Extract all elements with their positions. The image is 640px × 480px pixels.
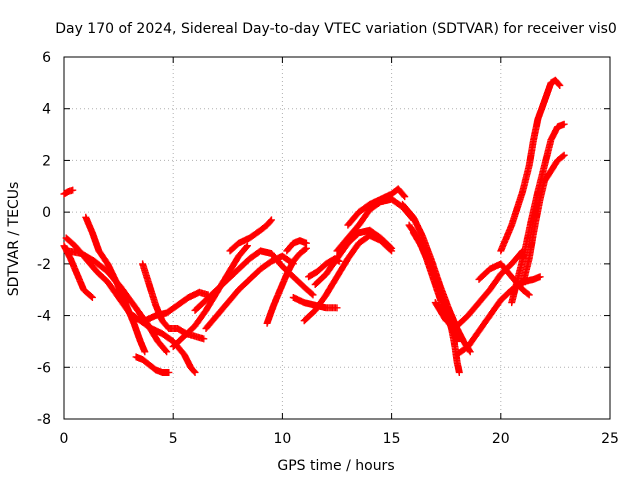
marker-track bbox=[64, 247, 171, 356]
marker-track bbox=[130, 288, 212, 325]
x-tick-label: 20 bbox=[492, 431, 510, 447]
series-track-28 bbox=[508, 120, 568, 307]
gridlines bbox=[64, 57, 610, 419]
data-markers bbox=[60, 76, 568, 376]
y-tick-label: -6 bbox=[37, 360, 51, 376]
x-axis-label: GPS time / hours bbox=[277, 458, 394, 474]
series-track-8 bbox=[130, 288, 212, 325]
y-tick-label: -8 bbox=[37, 412, 51, 428]
series-track-14 bbox=[283, 237, 310, 255]
marker-track bbox=[519, 151, 568, 288]
series-track-6 bbox=[132, 353, 173, 376]
series-track-20 bbox=[344, 185, 409, 229]
x-tick-label: 25 bbox=[601, 431, 619, 447]
y-axis-label: SDTVAR / TECUs bbox=[6, 182, 22, 297]
series-track-1 bbox=[60, 186, 77, 198]
marker-track bbox=[202, 252, 297, 332]
marker-track bbox=[139, 260, 208, 343]
x-tick-label: 5 bbox=[169, 431, 178, 447]
series-track-18 bbox=[311, 226, 396, 288]
axis-ticks: 0 5 10 15 20 25 -8 -6 -4 -2 0 2 4 6 bbox=[37, 50, 619, 447]
marker-track bbox=[132, 353, 173, 376]
y-tick-label: 4 bbox=[42, 102, 51, 118]
series-track-24 bbox=[431, 247, 527, 330]
x-tick-label: 15 bbox=[383, 431, 401, 447]
y-tick-label: 6 bbox=[42, 50, 51, 66]
series-track-5 bbox=[64, 247, 171, 356]
x-tick-label: 10 bbox=[273, 431, 291, 447]
series-track-27 bbox=[497, 76, 564, 255]
series-track-12 bbox=[226, 216, 275, 255]
marker-track bbox=[283, 237, 310, 255]
x-tick-label: 0 bbox=[60, 431, 69, 447]
series-track-29 bbox=[519, 151, 568, 288]
marker-track bbox=[431, 247, 527, 330]
marker-track bbox=[497, 76, 564, 255]
marker-track bbox=[508, 120, 568, 307]
series-track-7 bbox=[139, 260, 208, 343]
y-tick-label: 2 bbox=[42, 153, 51, 169]
marker-track bbox=[263, 244, 310, 327]
series-track-10 bbox=[202, 252, 297, 332]
y-tick-label: 0 bbox=[42, 205, 51, 221]
marker-track bbox=[60, 186, 77, 198]
marker-track bbox=[311, 226, 396, 288]
y-tick-label: -2 bbox=[37, 257, 51, 273]
marker-track bbox=[226, 216, 275, 255]
y-tick-label: -4 bbox=[37, 309, 51, 325]
series-track-13 bbox=[263, 244, 310, 327]
marker-track bbox=[344, 185, 409, 229]
chart-title: Day 170 of 2024, Sidereal Day-to-day VTE… bbox=[55, 21, 617, 37]
